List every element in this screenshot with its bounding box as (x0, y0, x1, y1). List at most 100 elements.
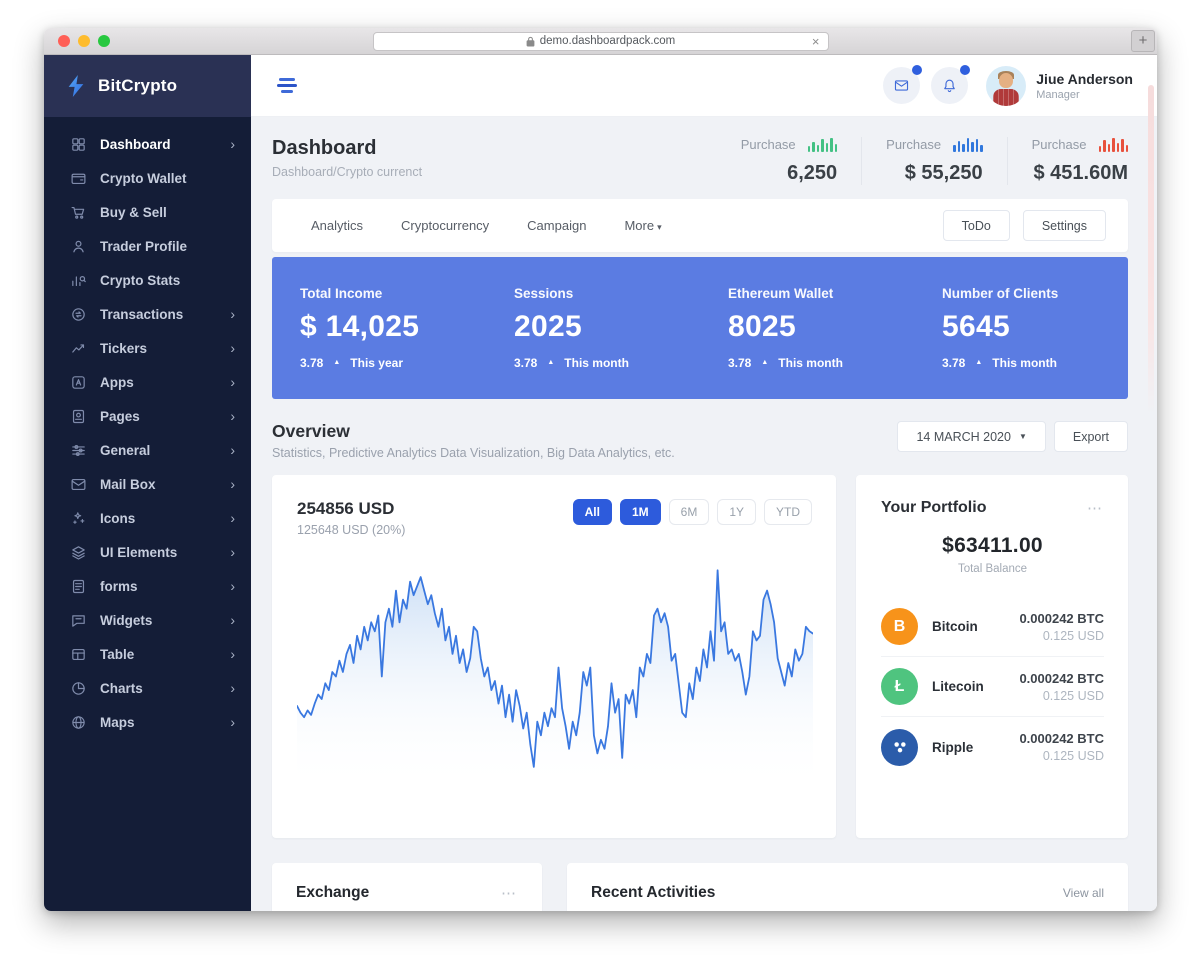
arrow-up-icon: ▲ (333, 358, 341, 366)
sidebar-item-mail-box[interactable]: Mail Box › (44, 467, 251, 501)
new-tab-button[interactable]: + (1131, 30, 1155, 52)
notifications-button[interactable] (931, 65, 971, 104)
sidebar-item-forms[interactable]: forms › (44, 569, 251, 603)
mini-bar-chart-icon (807, 137, 838, 152)
range-buttons: All 1M 6M 1Y YTD (572, 499, 812, 525)
coin-amount: 0.000242 BTC (1019, 610, 1104, 626)
banner-stat-period: This year (350, 356, 403, 370)
browser-chrome: demo.dashboardpack.com × + (44, 28, 1157, 55)
banner-stat-period: This month (992, 356, 1057, 370)
price-chart-card: 254856 USD 125648 USD (20%) All 1M 6M 1Y YTD (272, 475, 836, 838)
widget-icon (70, 612, 87, 629)
purchase-label: Purchase (1031, 137, 1087, 152)
total-balance-value: $63411.00 (942, 534, 1043, 557)
tabs: Analytics Cryptocurrency Campaign More ▾ (311, 218, 700, 233)
coin-row-bitcoin[interactable]: B Bitcoin 0.000242 BTC 0.125 USD (881, 597, 1104, 657)
sidebar-item-label: Crypto Wallet (100, 170, 187, 186)
page-title: Dashboard (272, 137, 377, 159)
zoom-window-button[interactable] (98, 35, 110, 47)
sidebar-item-maps[interactable]: Maps › (44, 705, 251, 739)
caret-down-icon: ▾ (657, 222, 662, 232)
sidebar-item-charts[interactable]: Charts › (44, 671, 251, 705)
sidebar-item-trader-profile[interactable]: Trader Profile › (44, 229, 251, 263)
sidebar-item-label: Icons (100, 510, 136, 526)
date-selector[interactable]: 14 MARCH 2020 ▼ (897, 421, 1046, 452)
coin-icon (70, 306, 87, 323)
app-icon (70, 374, 87, 391)
coin-usd-value: 0.125 USD (1042, 749, 1104, 763)
sidebar-item-dashboard[interactable]: Dashboard › (44, 127, 251, 161)
range-all-button[interactable]: All (572, 499, 612, 525)
banner-stat-value: 8025 (728, 310, 796, 343)
banner-stat: Total Income $ 14,025 3.78 ▲ This year (272, 286, 486, 370)
view-all-link[interactable]: View all (1062, 886, 1104, 900)
banner-stat-change: 3.78 (728, 356, 752, 370)
arrow-up-icon: ▲ (547, 358, 555, 366)
sidebar-item-ui-elements[interactable]: UI Elements › (44, 535, 251, 569)
banner-stat-change: 3.78 (514, 356, 538, 370)
settings-button[interactable]: Settings (1022, 210, 1106, 241)
notifications-badge (960, 65, 971, 75)
sidebar-item-general[interactable]: General › (44, 433, 251, 467)
sidebar-item-label: Apps (100, 374, 134, 390)
tab-actions: ToDo Settings (942, 210, 1106, 241)
brand-logo[interactable]: BitCrypto (44, 55, 251, 117)
page-content: Dashboard Dashboard/Crypto currenct Purc… (251, 117, 1157, 911)
purchase-label: Purchase (886, 137, 942, 152)
banner-stat-period: This month (564, 356, 629, 370)
exchange-title: Exchange (296, 884, 370, 901)
grid-icon (70, 136, 87, 153)
coin-row-litecoin[interactable]: Ł Litecoin 0.000242 BTC 0.125 USD (881, 657, 1104, 717)
coin-name: Bitcoin (932, 619, 978, 634)
sliders-icon (70, 442, 87, 459)
coin-row-ripple[interactable]: Ripple 0.000242 BTC 0.125 USD (881, 717, 1104, 777)
purchase-value: 6,250 (787, 162, 838, 184)
range-1y-button[interactable]: 1Y (717, 499, 756, 525)
stop-loading-icon[interactable]: × (811, 33, 820, 49)
sidebar-item-table[interactable]: Table › (44, 637, 251, 671)
sidebar-item-buy-sell[interactable]: Buy & Sell › (44, 195, 251, 229)
sidebar-item-label: Trader Profile (100, 238, 188, 254)
banner-stat: Ethereum Wallet 8025 3.78 ▲ This month (700, 286, 914, 370)
sidebar-item-crypto-stats[interactable]: Crypto Stats › (44, 263, 251, 297)
sidebar-item-apps[interactable]: Apps › (44, 365, 251, 399)
sidebar-item-transactions[interactable]: Transactions › (44, 297, 251, 331)
menu-toggle-icon[interactable] (277, 75, 299, 96)
tab-cryptocurrency[interactable]: Cryptocurrency (401, 218, 490, 233)
banner-stat-value: 5645 (942, 310, 1010, 343)
sidebar-item-pages[interactable]: Pages › (44, 399, 251, 433)
range-1m-button[interactable]: 1M (619, 499, 661, 525)
minimize-window-button[interactable] (78, 35, 90, 47)
sidebar-item-crypto-wallet[interactable]: Crypto Wallet › (44, 161, 251, 195)
export-button[interactable]: Export (1053, 421, 1128, 452)
banner-stat-value: 2025 (514, 310, 582, 343)
bell-icon (941, 77, 958, 94)
range-ytd-button[interactable]: YTD (764, 499, 812, 525)
sidebar-item-label: Charts (100, 680, 143, 696)
chevron-right-icon: › (230, 510, 235, 526)
purchase-stat: Purchase $ 451.60M (1006, 137, 1128, 185)
sidebar-item-label: UI Elements (100, 544, 178, 560)
chevron-right-icon: › (230, 408, 235, 424)
exchange-menu-icon[interactable]: ⋯ (501, 884, 518, 902)
address-bar[interactable]: demo.dashboardpack.com × (372, 31, 829, 51)
banner-stat-label: Ethereum Wallet (728, 286, 834, 301)
recent-activities-card: Recent Activities View all (567, 863, 1128, 911)
scrollbar-thumb[interactable] (1148, 85, 1154, 415)
tab-more[interactable]: More ▾ (624, 218, 662, 233)
sidebar-item-widgets[interactable]: Widgets › (44, 603, 251, 637)
messages-button[interactable] (883, 65, 923, 104)
close-window-button[interactable] (58, 35, 70, 47)
purchase-label: Purchase (740, 137, 796, 152)
todo-button[interactable]: ToDo (942, 210, 1010, 241)
range-6m-button[interactable]: 6M (668, 499, 710, 525)
arrow-up-icon: ▲ (761, 358, 769, 366)
sidebar-item-icons[interactable]: Icons › (44, 501, 251, 535)
sidebar-item-tickers[interactable]: Tickers › (44, 331, 251, 365)
portfolio-menu-icon[interactable]: ⋯ (1087, 499, 1104, 517)
ripple-icon (881, 728, 918, 766)
chevron-right-icon: › (230, 340, 235, 356)
tab-analytics[interactable]: Analytics (311, 218, 364, 233)
user-avatar[interactable] (986, 65, 1027, 106)
tab-campaign[interactable]: Campaign (527, 218, 587, 233)
